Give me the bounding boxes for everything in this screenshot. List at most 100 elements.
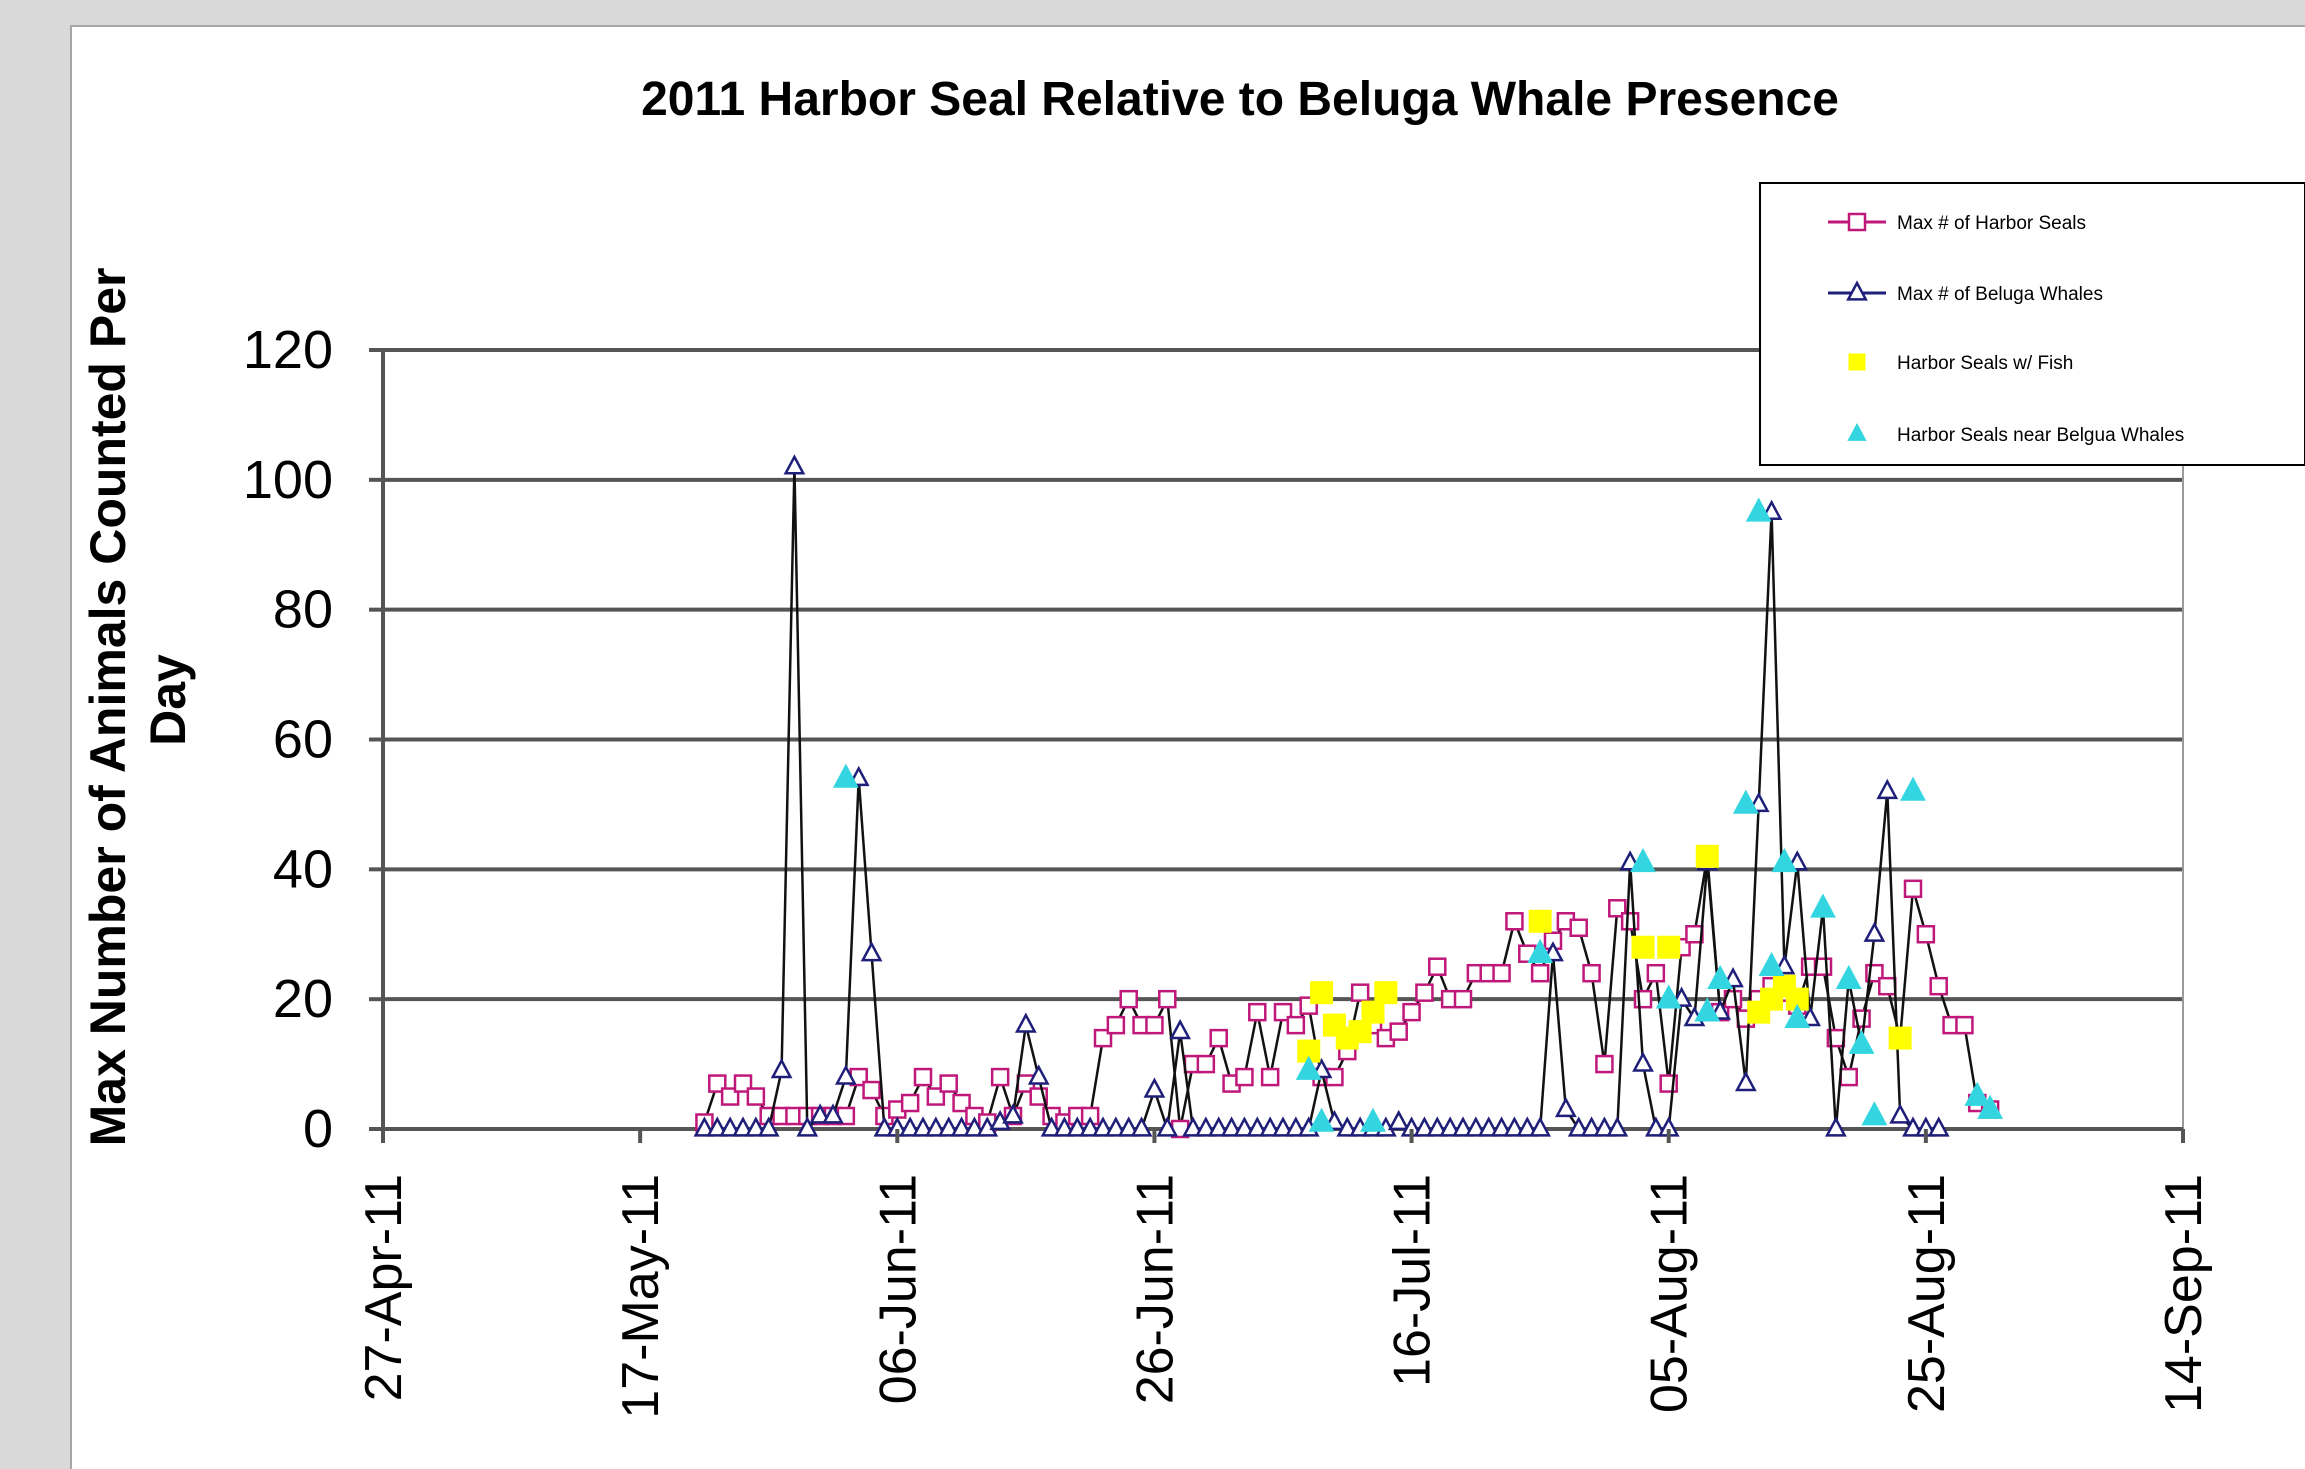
data-point [1824,1116,1847,1137]
data-point [1529,1116,1552,1137]
data-point [1145,1015,1164,1035]
data-point [770,1057,793,1079]
data-point [1630,848,1656,873]
data-point [1260,1067,1280,1087]
data-point [1695,844,1719,868]
data-point [1389,1022,1408,1041]
data-point [1632,1051,1654,1072]
legend-swatch-marker [1848,353,1866,371]
data-point [1286,1015,1306,1035]
series-2 [693,454,1950,1137]
data-point [832,763,859,788]
data-point [1593,1116,1616,1137]
series-3 [1297,844,1912,1063]
legend-item: Harbor Seals w/ Fish [1848,353,2073,374]
data-point [1272,1116,1294,1137]
legend-item: Max # of Beluga Whales [1828,280,2103,305]
data-point [796,1116,819,1137]
data-point [899,1116,922,1137]
data-point [1784,1003,1811,1028]
data-point [1955,1015,1974,1035]
data-point [732,1116,754,1137]
data-point [1863,921,1886,942]
data-point [1839,1067,1858,1087]
data-point [1002,1103,1024,1124]
data-point [1027,1064,1050,1085]
data-point [1336,1116,1359,1137]
legend-item: Harbor Seals near Belgua Whales [1847,422,2184,446]
x-tick-label: 26-Jun-11 [1126,1174,1184,1404]
y-tick-label: 0 [303,1099,333,1159]
data-point [1235,1067,1254,1087]
legend: Max # of Harbor Seals Max # of Beluga Wha… [1759,182,2305,466]
data-point [1900,776,1926,801]
data-point [1582,963,1601,983]
data-point [1929,976,1948,996]
data-point [990,1067,1010,1087]
series-4 [832,497,2004,1132]
data-point [963,1116,986,1137]
data-point [1360,1107,1386,1132]
data-point [1233,1116,1256,1137]
data-point [1888,1026,1912,1050]
data-point [1477,1116,1500,1137]
data-point [1259,1116,1282,1137]
data-point [1707,964,1734,989]
data-point [1248,1002,1267,1022]
data-point [1745,497,1772,522]
data-point [1066,1116,1089,1137]
series-layer [693,454,2004,1139]
data-point [1209,1028,1228,1048]
data-point [1014,1012,1037,1033]
data-point [1295,1055,1322,1080]
data-point [1196,1054,1216,1074]
legend-swatch-marker [1847,212,1867,232]
x-tick-label: 25-Aug-11 [1898,1174,1956,1413]
data-point [1732,789,1759,814]
data-point [1569,918,1588,938]
data-point [860,941,883,962]
legend-label: Max # of Beluga Whales [1897,284,2103,305]
x-tick-label: 05-Aug-11 [1641,1174,1699,1413]
data-point [1374,981,1398,1005]
data-point [1505,912,1524,931]
legend-label: Harbor Seals w/ Fish [1897,353,2073,374]
data-point [1644,1116,1667,1137]
data-point [719,1116,742,1137]
data-point [822,1103,844,1124]
legend-item: Max # of Harbor Seals [1828,212,2086,234]
data-point [1595,1054,1614,1074]
data-point [1528,909,1552,933]
y-tick-label: 100 [243,450,333,510]
data-point [1053,1116,1076,1137]
data-point [1655,984,1682,1009]
data-point [900,1093,920,1113]
data-point [1350,983,1370,1002]
data-point [1810,893,1836,918]
data-point [1580,1116,1603,1137]
data-point [939,1074,958,1093]
data-point [1876,778,1899,800]
data-point [1902,1116,1924,1137]
data-point [1977,1094,2004,1119]
y-tick-label: 60 [273,710,333,770]
data-point [1878,976,1897,996]
data-point [924,1116,947,1137]
chart-title: 2011 Harbor Seal Relative to Beluga Whal… [641,73,1839,126]
data-point [1092,1116,1114,1137]
data-point [1348,1020,1372,1044]
data-point [1490,1116,1513,1137]
x-tick-label: 27-Apr-11 [355,1174,413,1401]
data-point [746,1087,766,1106]
legend-swatch-marker [1847,422,1867,441]
data-point [1503,1116,1526,1137]
data-point [1554,1096,1577,1118]
data-point [913,1067,933,1087]
x-tick-label: 14-Sep-11 [2155,1174,2213,1413]
data-point [1402,1002,1421,1022]
data-point [1903,879,1923,899]
legend-label: Harbor Seals near Belgua Whales [1897,425,2184,446]
data-point [1040,1116,1063,1137]
y-axis-title: Max Number of Animals Counted Per Day [80,254,196,1147]
